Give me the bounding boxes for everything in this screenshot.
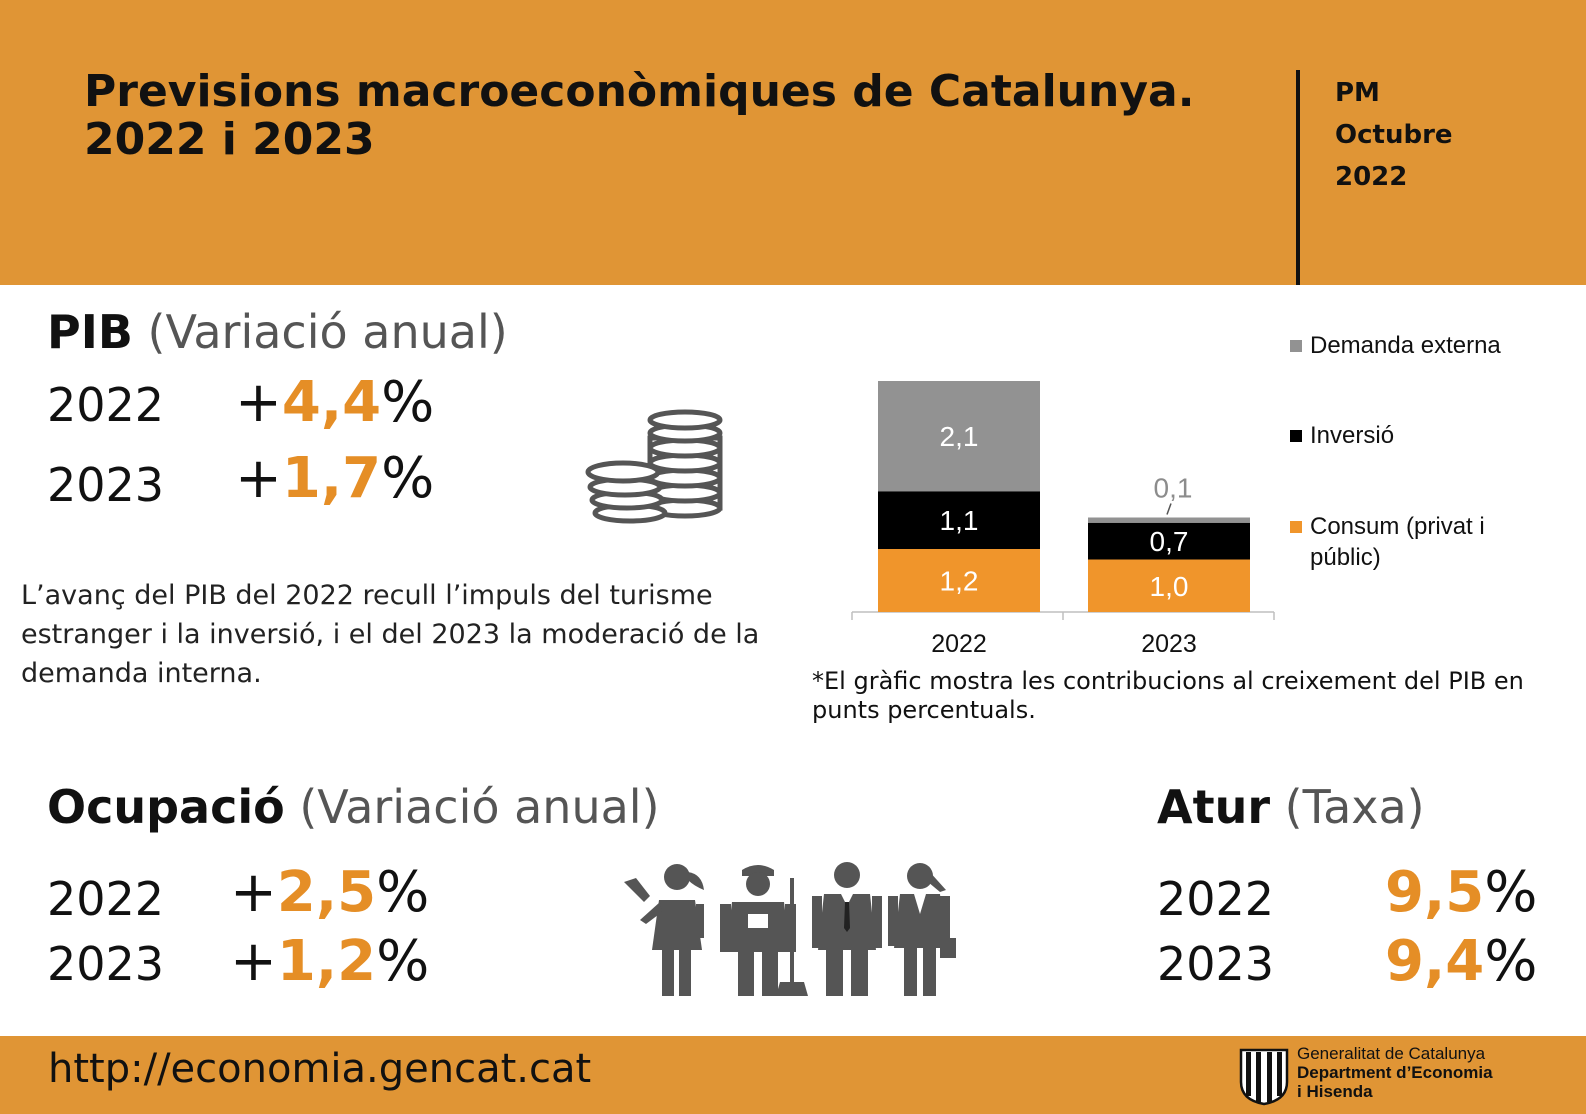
atur-subtitle: (Taxa)	[1284, 780, 1425, 834]
title-line-2: 2022 i 2023	[84, 114, 375, 165]
bar-segment	[1088, 517, 1250, 523]
ocupacio-year: 2022	[47, 872, 165, 926]
atur-title: Atur	[1157, 780, 1271, 834]
data-label: 1,1	[940, 505, 979, 536]
pib-description: L’avanç del PIB del 2022 recull l’impuls…	[21, 580, 760, 689]
meta-pm: PM	[1335, 78, 1380, 108]
chart-note: *El gràfic mostra les contribucions al c…	[812, 667, 1524, 724]
bar-segment	[878, 381, 1040, 492]
x-tick-label: 2022	[931, 630, 987, 658]
businessman-icon	[812, 862, 882, 996]
legend-swatch	[1290, 340, 1302, 352]
pib-year: 2022	[47, 378, 165, 432]
ocupacio-value: +1,2%	[230, 929, 430, 994]
legend-label: Inversió	[1310, 422, 1395, 449]
page-title: Previsions macroeconòmiques de Catalunya…	[84, 68, 1234, 164]
title-line-1: Previsions macroeconòmiques de Catalunya…	[84, 66, 1195, 117]
atur-section-title: Atur (Taxa)	[1157, 780, 1425, 834]
x-tick-label: 2023	[1141, 630, 1197, 658]
atur-value: 9,4%	[1385, 929, 1538, 994]
header-banner: Previsions macroeconòmiques de Catalunya…	[0, 0, 1586, 285]
logo-line-1: Generalitat de Catalunya	[1297, 1044, 1486, 1063]
coins-stack-icon	[585, 409, 723, 524]
footer-banner: http://economia.gencat.cat Generalitat d…	[0, 1036, 1586, 1114]
ocupacio-year: 2023	[47, 937, 165, 991]
leader-line	[1166, 503, 1172, 515]
meta-year: 2022	[1335, 162, 1408, 192]
ocupacio-value: +2,5%	[230, 860, 430, 925]
ocupacio-section-title: Ocupació (Variació anual)	[47, 780, 660, 834]
pib-contributions-chart: 1,2 1,1 2,1 2022 1,0 0,7 0,1 2023	[851, 381, 1275, 658]
logo-text: Generalitat de Catalunya Department d’Ec…	[1297, 1044, 1493, 1101]
pib-year: 2023	[47, 458, 165, 512]
meta-month: Octubre	[1335, 120, 1453, 150]
bar-segment	[1088, 559, 1250, 612]
bar-segment	[878, 549, 1040, 612]
logo-line-3: i Hisenda	[1297, 1082, 1373, 1101]
data-label: 0,7	[1150, 526, 1189, 557]
pib-subtitle: (Variació anual)	[147, 305, 508, 359]
website-link[interactable]: http://economia.gencat.cat	[48, 1046, 592, 1092]
businesswoman-icon	[888, 863, 956, 996]
worker-icon	[720, 865, 808, 996]
bar-segment	[878, 491, 1040, 549]
data-label: 0,1	[1154, 473, 1193, 504]
data-label: 1,2	[940, 566, 979, 597]
atur-year: 2023	[1157, 937, 1275, 991]
pib-value: +1,7%	[235, 446, 435, 511]
logo-line-2: Department d’Economia	[1297, 1063, 1493, 1082]
atur-year: 2022	[1157, 872, 1275, 926]
header-divider	[1296, 70, 1300, 285]
pib-section-title: PIB (Variació anual)	[47, 305, 508, 359]
data-label: 1,0	[1150, 571, 1189, 602]
bar-segment	[1088, 522, 1250, 560]
legend-swatch	[1290, 521, 1302, 533]
pib-title: PIB	[47, 305, 133, 359]
generalitat-shield-icon	[1239, 1048, 1289, 1106]
data-label: 2,1	[940, 421, 979, 452]
legend-label: Consum (privat i públic)	[1310, 513, 1485, 571]
header-meta: PM Octubre 2022	[1335, 72, 1453, 198]
legend-label: Demanda externa	[1310, 332, 1501, 359]
ocupacio-subtitle: (Variació anual)	[299, 780, 660, 834]
pib-value: +4,4%	[235, 370, 435, 435]
atur-value: 9,5%	[1385, 860, 1538, 925]
generalitat-logo: Generalitat de Catalunya Department d’Ec…	[1237, 1042, 1577, 1108]
girl-icon	[624, 864, 704, 996]
ocupacio-title: Ocupació	[47, 780, 285, 834]
legend-swatch	[1290, 430, 1302, 442]
